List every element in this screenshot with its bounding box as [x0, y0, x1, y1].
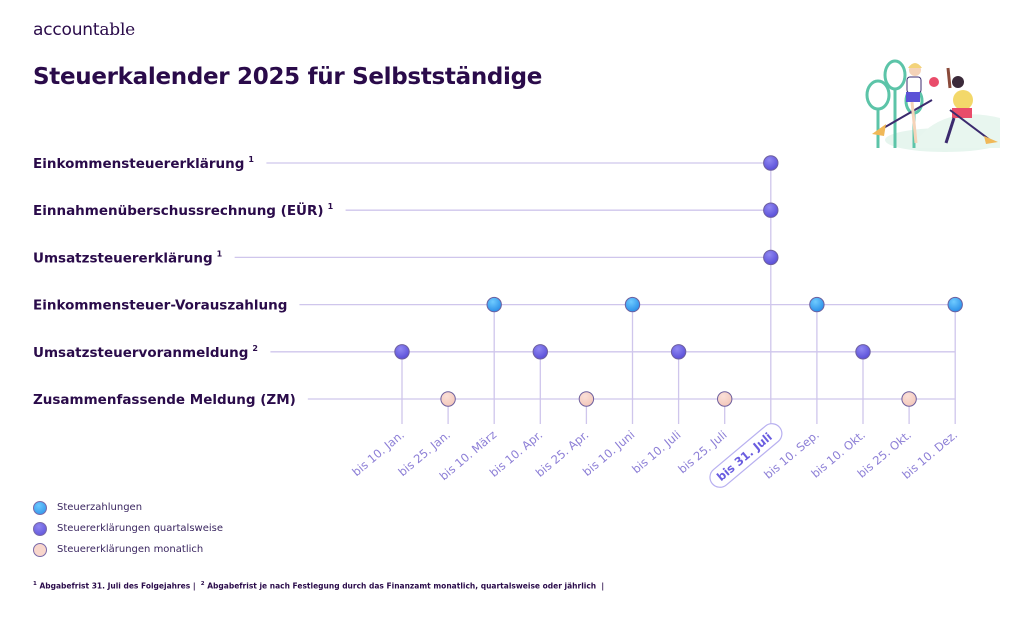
highlight-pill — [709, 423, 783, 488]
brand-logo: accountable — [33, 20, 135, 40]
page-title: Steuerkalender 2025 für Selbstständige — [33, 64, 543, 90]
logo-serif: able — [99, 20, 136, 40]
row-label: Umsatzsteuererklärung — [33, 250, 213, 266]
row-footnote-marker: 2 — [252, 344, 258, 353]
legend-label: Steuererklärungen monatlich — [57, 544, 204, 555]
tick-label-text: bis 10. Juli — [629, 428, 683, 477]
deadline-marker-quartalsweise — [763, 155, 779, 171]
date-tick-labels: bis 10. Jan.bis 25. Jan.bis 10. Märzbis … — [349, 423, 960, 488]
deadline-marker-steuerzahlung — [624, 296, 641, 313]
footnote-text-1: Abgabefrist 31. Juli des Folgejahres | — [36, 581, 201, 591]
row-footnote-marker: 1 — [328, 202, 334, 211]
deadline-marker-quartalsweise — [394, 344, 410, 360]
tax-calendar-chart: Einkommensteuererklärung 1 Einnahmenübersc… — [33, 155, 963, 488]
row-label: Umsatzsteuervoranmeldung — [33, 345, 248, 361]
legend-label: Steuerzahlungen — [57, 502, 143, 513]
deadline-marker-steuerzahlung — [486, 296, 502, 313]
player-right-leg — [944, 117, 956, 144]
deadline-marker-steuerzahlung — [809, 296, 825, 313]
legend-item-quartalsweise: Steuererklärungen quartalsweise — [33, 518, 223, 539]
row-label: Zusammenfassende Meldung (ZM) — [33, 392, 296, 408]
footnote-marker-2: 2 — [200, 581, 205, 587]
broom-left — [879, 99, 933, 131]
row-labels: Einkommensteuererklärung 1 Einnahmenübersc… — [33, 155, 334, 408]
row-footnote-marker: 1 — [248, 155, 254, 164]
deadline-marker-monatlich — [901, 391, 917, 407]
quaffle-ball — [929, 77, 939, 87]
player-right-head — [952, 76, 964, 88]
logo-bold: account — [33, 20, 100, 40]
row-label: Einnahmenüberschussrechnung (EÜR) — [33, 201, 324, 219]
deadline-marker-monatlich — [717, 391, 733, 407]
quidditch-illustration — [865, 59, 1000, 152]
deadline-marker-quartalsweise — [763, 249, 779, 266]
footnotes: 1 Abgabefrist 31. Juli des Folgejahres |… — [33, 581, 604, 591]
footnote-marker-1: 1 — [33, 581, 37, 587]
player-left-hair — [908, 63, 922, 68]
broom-right — [949, 109, 991, 141]
legend: Steuerzahlungen Steuererklärungen quarta… — [33, 497, 223, 560]
row-footnote-marker: 1 — [217, 249, 223, 258]
player-right-shirt — [953, 90, 973, 110]
legend-dot-quartalsweise-icon — [33, 521, 47, 536]
deadline-marker-steuerzahlung — [947, 296, 963, 313]
legend-dot-monatlich-icon — [33, 542, 47, 557]
deadline-marker-quartalsweise — [763, 202, 779, 218]
deadline-marker-quartalsweise — [532, 344, 548, 360]
illustration-hill — [910, 114, 1000, 148]
legend-dot-steuerzahlung-icon — [33, 500, 47, 515]
row-label: Einkommensteuer-Vorauszahlung — [33, 298, 287, 314]
tick-label: bis 10. Juli — [629, 428, 683, 477]
row-label: Einkommensteuererklärung — [33, 156, 244, 172]
deadline-marker-quartalsweise — [670, 344, 687, 360]
deadline-marker-monatlich — [440, 391, 456, 407]
legend-item-monatlich: Steuererklärungen monatlich — [33, 539, 223, 560]
player-left-leg — [910, 101, 918, 144]
broom-left-bristles — [872, 124, 886, 136]
legend-item-steuerzahlungen: Steuerzahlungen — [33, 497, 223, 518]
player-right-pants — [952, 108, 972, 118]
legend-label: Steuererklärungen quartalsweise — [57, 523, 224, 534]
grid-lines — [234, 162, 956, 424]
footnote-text-2: Abgabefrist je nach Festlegung durch das… — [204, 581, 605, 591]
player-right-arm — [946, 67, 952, 89]
deadline-marker-monatlich — [578, 391, 595, 407]
deadline-marker-quartalsweise — [855, 344, 871, 360]
deadline-markers — [394, 155, 963, 407]
player-left-shorts — [906, 92, 920, 102]
broom-right-bristles — [984, 136, 998, 144]
